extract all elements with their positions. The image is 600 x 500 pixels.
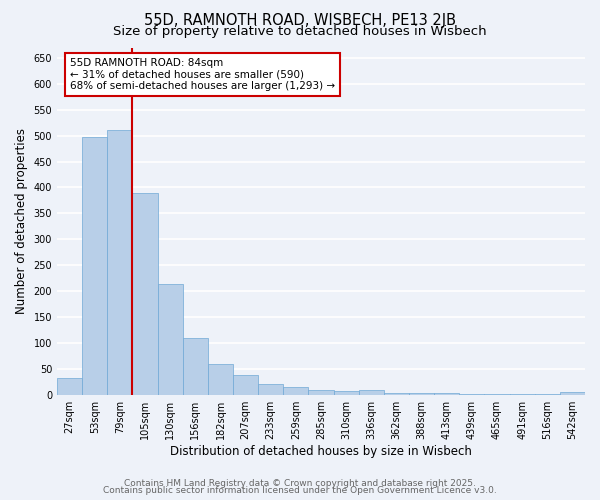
Text: Contains HM Land Registry data © Crown copyright and database right 2025.: Contains HM Land Registry data © Crown c… [124, 478, 476, 488]
Text: Size of property relative to detached houses in Wisbech: Size of property relative to detached ho… [113, 25, 487, 38]
Bar [133, 192, 158, 394]
Text: 55D RAMNOTH ROAD: 84sqm
← 31% of detached houses are smaller (590)
68% of semi-d: 55D RAMNOTH ROAD: 84sqm ← 31% of detache… [70, 58, 335, 91]
Bar [158, 284, 183, 395]
Bar [384, 393, 409, 394]
Text: 55D, RAMNOTH ROAD, WISBECH, PE13 2JB: 55D, RAMNOTH ROAD, WISBECH, PE13 2JB [144, 12, 456, 28]
Bar [258, 384, 283, 394]
Bar [107, 130, 133, 394]
Bar [57, 378, 82, 394]
Bar [409, 393, 434, 394]
Bar [283, 387, 308, 394]
Bar [359, 390, 384, 394]
Bar [334, 390, 359, 394]
X-axis label: Distribution of detached houses by size in Wisbech: Distribution of detached houses by size … [170, 444, 472, 458]
Y-axis label: Number of detached properties: Number of detached properties [15, 128, 28, 314]
Bar [208, 364, 233, 394]
Bar [183, 338, 208, 394]
Bar [233, 375, 258, 394]
Bar [82, 137, 107, 394]
Bar [434, 392, 459, 394]
Bar [560, 392, 585, 394]
Bar [308, 390, 334, 394]
Text: Contains public sector information licensed under the Open Government Licence v3: Contains public sector information licen… [103, 486, 497, 495]
